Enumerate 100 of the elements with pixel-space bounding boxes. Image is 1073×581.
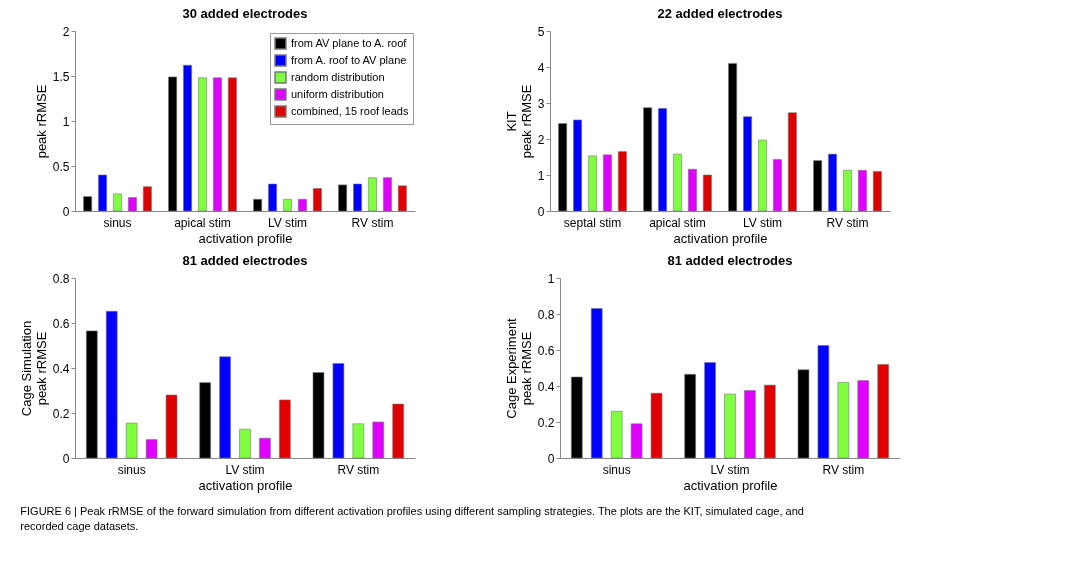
bar: [724, 393, 736, 459]
bar: [145, 439, 158, 459]
bar: [872, 171, 882, 212]
bar: [259, 437, 271, 459]
y-axis-title: Cage Simulation peak rRMSE: [18, 320, 49, 417]
x-tick-label: RV stim: [337, 462, 380, 477]
bar: [603, 154, 612, 212]
bar: [86, 330, 98, 459]
bar: [219, 356, 231, 459]
y-tick-label: 0.4: [52, 361, 70, 376]
x-tick-label: LV stim: [742, 215, 783, 230]
bar: [813, 160, 823, 212]
chart-title: 81 added electrodes: [667, 253, 793, 268]
bar: [198, 77, 207, 212]
y-tick-label: 1: [62, 114, 70, 129]
bar: [590, 308, 603, 459]
legend-label: from AV plane to A. roof: [291, 36, 408, 49]
bar: [704, 362, 716, 459]
bar: [858, 170, 867, 212]
bar: [843, 170, 852, 212]
bar: [125, 422, 138, 459]
legend-label: combined, 15 roof leads: [291, 104, 409, 117]
bar: [397, 185, 407, 212]
bar: [877, 364, 889, 459]
bar: [630, 423, 643, 459]
y-tick-label: 0: [62, 204, 70, 219]
x-axis-title: activation profile: [673, 230, 768, 246]
bar: [571, 376, 583, 459]
bar: [837, 382, 850, 459]
bar: [728, 63, 738, 212]
bar: [128, 197, 137, 212]
x-tick-label: septal stim: [563, 215, 622, 230]
x-tick-label: LV stim: [225, 462, 265, 477]
bar: [758, 139, 767, 212]
bar: [787, 112, 797, 212]
bar: [828, 153, 837, 212]
x-tick-label: apical stim: [649, 215, 706, 230]
x-axis-title: activation profile: [198, 477, 293, 493]
y-tick-label: 0: [547, 451, 555, 466]
x-tick-label: LV stim: [710, 462, 750, 477]
bar: [227, 77, 237, 212]
bar: [368, 177, 377, 212]
legend-label: random distribution: [291, 70, 385, 83]
bar: [213, 77, 222, 212]
bar: [743, 116, 752, 212]
bar: [113, 193, 122, 212]
bar: [338, 184, 348, 212]
bar: [253, 199, 263, 212]
bar: [352, 423, 365, 459]
x-tick-label: RV stim: [822, 462, 865, 477]
y-tick-label: 0: [62, 451, 70, 466]
bar: [392, 403, 404, 459]
bar: [383, 177, 392, 212]
bar: [673, 153, 682, 212]
bar: [332, 363, 345, 459]
bar: [239, 428, 251, 459]
x-axis-title: activation profile: [198, 230, 293, 246]
chart-title: 30 added electrodes: [182, 6, 308, 21]
bar: [183, 64, 192, 212]
bar: [650, 392, 663, 459]
y-tick-label: 0.2: [537, 415, 555, 430]
y-tick-label: 2: [537, 132, 545, 147]
bar: [98, 174, 107, 212]
y-axis-title: Cage Experiment peak rRMSE: [503, 317, 534, 419]
y-tick-label: 1.5: [52, 69, 70, 84]
y-tick-label: 2: [62, 24, 70, 39]
x-tick-label: LV stim: [267, 215, 308, 230]
bar: [643, 107, 653, 212]
x-tick-label: RV stim: [351, 215, 394, 230]
y-tick-label: 1: [547, 271, 555, 286]
bar: [353, 183, 362, 212]
chart-title: 81 added electrodes: [182, 253, 308, 268]
bar: [279, 399, 291, 459]
bar: [268, 183, 277, 212]
y-tick-label: 0.2: [52, 406, 70, 421]
y-axis-title: peak rRMSE: [33, 84, 49, 159]
y-tick-label: 3: [537, 96, 545, 111]
legend-label: uniform distribution: [291, 87, 384, 100]
x-tick-label: RV stim: [826, 215, 869, 230]
bar: [558, 123, 568, 212]
bar: [857, 380, 870, 459]
legend-label: from A. roof to AV plane: [291, 53, 407, 66]
bar: [105, 311, 118, 459]
x-tick-label: sinus: [602, 462, 631, 477]
chart-title: 22 added electrodes: [657, 6, 783, 21]
caption: FIGURE 6 | Peak rRMSE of the forward simulation from different activation profiles using different sampling strategies. The plots are the KIT, simulated cage, and recorded cage datasets.: [20, 505, 804, 532]
bar: [610, 410, 623, 459]
y-axis-title: KIT peak rRMSE: [503, 84, 534, 159]
y-tick-label: 4: [537, 60, 545, 75]
bar: [573, 119, 582, 212]
bar: [588, 155, 597, 212]
bar: [298, 199, 307, 212]
y-tick-label: 0.4: [537, 379, 555, 394]
bar: [773, 159, 782, 212]
y-tick-label: 0.6: [537, 343, 555, 358]
x-axis-title: activation profile: [683, 477, 778, 493]
bar: [372, 421, 385, 459]
bar: [83, 196, 93, 212]
y-tick-label: 0: [537, 204, 545, 219]
y-tick-label: 0.6: [52, 316, 70, 331]
